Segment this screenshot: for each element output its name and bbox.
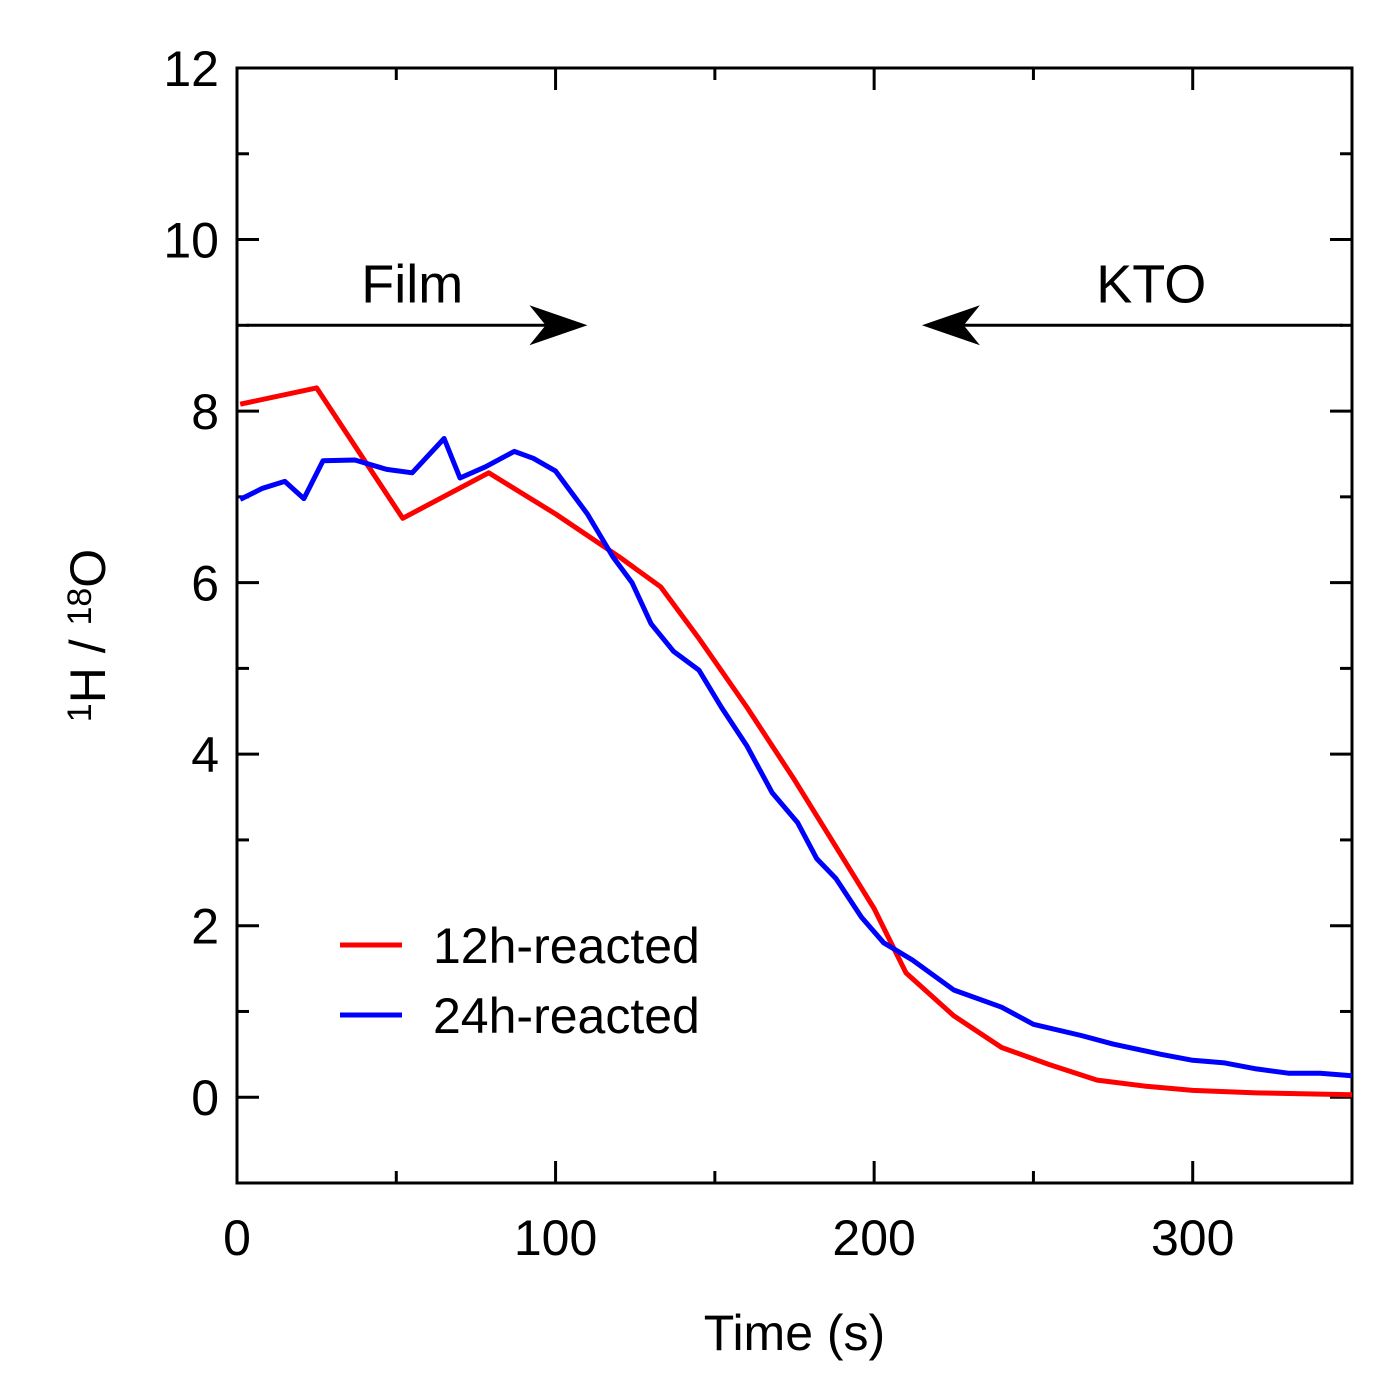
annotation-label: Film	[361, 254, 463, 314]
legend-label: 24h-reacted	[433, 988, 700, 1044]
y-axis-title-main2: O	[60, 549, 116, 588]
series-line-24h-reacted	[239, 436, 1352, 1079]
plot-frame	[235, 66, 1354, 1185]
y-tick-label: 10	[163, 213, 219, 269]
y-tick-label: 4	[191, 727, 219, 783]
x-axis-title: Time (s)	[704, 1305, 885, 1361]
y-axis-title: 1H / 18O	[60, 549, 116, 722]
x-tick-label: 300	[1151, 1210, 1234, 1266]
y-axis-title-main1: H	[60, 667, 116, 703]
y-tick-label: 12	[163, 41, 219, 97]
x-tick-label: 100	[514, 1210, 597, 1266]
x-tick-label: 200	[832, 1210, 915, 1266]
annotation-arrow-head	[529, 305, 588, 346]
plot-area: 0 100 200 300 0 2 4 6 8 10 12 Time (s) 1H / 18O Film K…	[60, 41, 1354, 1361]
y-tick-label: 2	[191, 899, 219, 955]
y-tick-label: 0	[191, 1070, 219, 1126]
y-tick-label: 6	[191, 556, 219, 612]
legend-label: 12h-reacted	[433, 918, 700, 974]
series-line-12h-reacted	[239, 385, 1352, 1098]
x-tick-label: 0	[223, 1210, 251, 1266]
y-axis-title-sup2: 18	[61, 588, 99, 626]
y-axis-title-sup1: 1	[61, 703, 99, 722]
annotation-arrow-head	[921, 305, 980, 346]
annotation-label: KTO	[1096, 254, 1206, 314]
y-tick-label: 8	[191, 384, 219, 440]
y-axis-title-sep: /	[60, 626, 116, 668]
